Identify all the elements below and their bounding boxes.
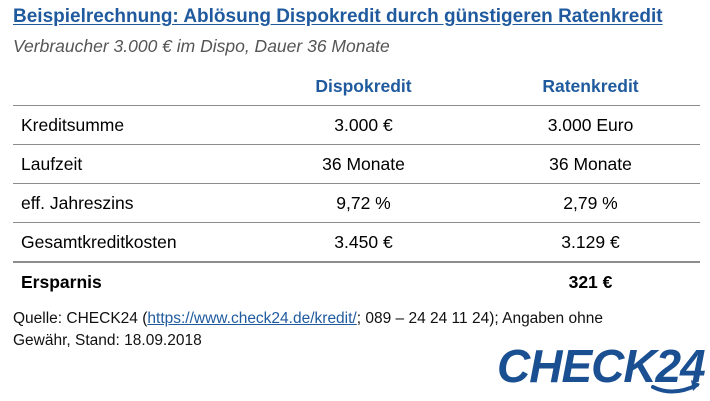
table-row: eff. Jahreszins 9,72 % 2,79 % [13, 183, 700, 223]
table-row: Gesamtkreditkosten 3.450 € 3.129 € [13, 222, 700, 262]
row-label: Kreditsumme [13, 105, 246, 145]
source-suffix: ; 089 – 24 24 11 24); Angaben ohne Gewäh… [13, 310, 603, 349]
row-label: Laufzeit [13, 144, 246, 184]
page-title: Beispielrechnung: Ablösung Dispokredit d… [13, 6, 663, 27]
raten-value: 36 Monate [481, 144, 700, 184]
total-raten-value: 321 € [481, 261, 700, 301]
logo-wordmark: CHECK24 [497, 340, 706, 392]
comparison-table: Dispokredit Ratenkredit Kreditsumme 3.00… [13, 68, 700, 301]
source-prefix: Quelle: CHECK24 ( [13, 310, 148, 327]
dispo-value: 3.000 € [246, 105, 481, 145]
raten-value: 3.000 Euro [481, 105, 700, 145]
source-link[interactable]: https://www.check24.de/kredit/ [147, 310, 357, 327]
table-row: Kreditsumme 3.000 € 3.000 Euro [13, 105, 700, 145]
total-dispo-value [246, 261, 481, 301]
source-note: Quelle: CHECK24 (https://www.check24.de/… [13, 308, 653, 352]
column-header-dispokredit: Dispokredit [315, 76, 412, 96]
column-header-label [13, 68, 246, 106]
total-label: Ersparnis [13, 261, 246, 301]
raten-value: 3.129 € [481, 222, 700, 262]
row-label: eff. Jahreszins [13, 183, 246, 223]
dispo-value: 3.450 € [246, 222, 481, 262]
column-header-ratenkredit: Ratenkredit [542, 76, 639, 96]
logo-swoosh-icon [651, 380, 700, 394]
table-header-row: Dispokredit Ratenkredit [13, 68, 700, 106]
total-row: Ersparnis 321 € [13, 261, 700, 301]
row-label: Gesamtkreditkosten [13, 222, 246, 262]
page-subtitle: Verbraucher 3.000 € im Dispo, Dauer 36 M… [13, 36, 390, 56]
table-row: Laufzeit 36 Monate 36 Monate [13, 144, 700, 184]
raten-value: 2,79 % [481, 183, 700, 223]
dispo-value: 9,72 % [246, 183, 481, 223]
check24-logo: CHECK24 [497, 340, 706, 395]
dispo-value: 36 Monate [246, 144, 481, 184]
